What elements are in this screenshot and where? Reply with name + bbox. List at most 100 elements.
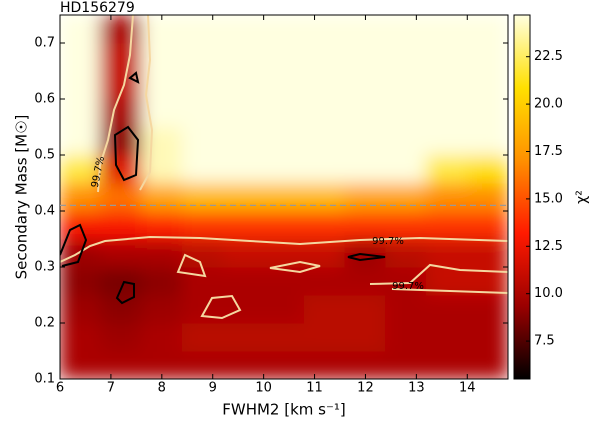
x-tick-label: 8 <box>158 381 166 396</box>
y-tick-label: 0.5 <box>34 148 55 163</box>
heat-cell <box>385 182 428 212</box>
heat-cell <box>385 350 428 379</box>
heat-cell <box>181 182 224 212</box>
heat-cell <box>181 70 224 100</box>
heat-cell <box>466 238 508 268</box>
heat-cell <box>344 70 387 100</box>
heat-cell <box>60 42 102 72</box>
heat-cell <box>100 322 142 352</box>
chart-title: HD156279 <box>60 0 135 16</box>
heat-cell <box>140 154 183 184</box>
heat-cell <box>100 266 142 296</box>
heat-cell <box>100 350 142 379</box>
heat-cell <box>303 15 346 44</box>
heat-cell <box>140 238 183 268</box>
heat-cell <box>466 154 508 184</box>
heat-cell <box>263 15 305 44</box>
heat-cell <box>60 266 102 296</box>
heat-cell <box>385 294 428 324</box>
heat-cell <box>140 42 183 72</box>
heat-cell <box>181 210 224 240</box>
heat-cell <box>303 266 346 296</box>
heat-cell <box>140 322 183 352</box>
heat-cell <box>303 42 346 72</box>
contour-label: 99.7% <box>392 281 424 292</box>
heat-cell <box>303 350 346 379</box>
heat-cell <box>466 70 508 100</box>
heat-cell <box>60 70 102 100</box>
colorbar-tick-label: 20.0 <box>534 97 563 112</box>
heat-cell <box>426 322 468 352</box>
heat-cell <box>344 126 387 156</box>
x-tick-label: 13 <box>408 381 425 396</box>
heat-cell <box>222 98 265 128</box>
heat-cell <box>222 42 265 72</box>
heat-cell <box>60 126 102 156</box>
heat-cell <box>426 154 468 184</box>
heat-cell <box>426 70 468 100</box>
heat-cell <box>222 15 265 44</box>
heat-cell <box>466 210 508 240</box>
x-tick-label: 11 <box>306 381 323 396</box>
heat-cell <box>60 294 102 324</box>
heat-cell <box>466 15 508 44</box>
heat-cell <box>426 238 468 268</box>
heat-cell <box>344 210 387 240</box>
y-tick-label: 0.4 <box>34 204 55 219</box>
x-axis-label: FWHM2 [km s⁻¹] <box>222 401 346 419</box>
plot-frame <box>59 14 509 380</box>
heat-cell <box>344 42 387 72</box>
heat-cell <box>263 126 305 156</box>
x-tick-label: 9 <box>209 381 217 396</box>
heat-cell <box>385 15 428 44</box>
heat-cell <box>344 154 387 184</box>
heat-cell <box>426 42 468 72</box>
x-tick-label: 10 <box>255 381 272 396</box>
heat-cell <box>303 154 346 184</box>
heat-cell <box>426 350 468 379</box>
heat-cell <box>60 350 102 379</box>
heat-cell <box>466 294 508 324</box>
colorbar-tick-label: 12.5 <box>534 239 563 254</box>
heat-cell <box>303 322 346 352</box>
heat-cell <box>181 42 224 72</box>
heat-cell <box>222 70 265 100</box>
contour <box>176 253 508 320</box>
contour <box>97 15 154 193</box>
heat-cell <box>60 98 102 128</box>
x-tick-label: 12 <box>357 381 374 396</box>
heat-cell <box>344 98 387 128</box>
heat-cell <box>263 182 305 212</box>
heat-cell <box>385 98 428 128</box>
heat-cell <box>426 294 468 324</box>
heat-cell <box>303 98 346 128</box>
heat-cell <box>263 210 305 240</box>
heat-cell <box>303 210 346 240</box>
heat-cell <box>466 182 508 212</box>
heat-cell <box>222 238 265 268</box>
heat-cell <box>100 15 142 44</box>
heat-cell <box>344 238 387 268</box>
heat-cell <box>181 98 224 128</box>
heat-cell <box>140 266 183 296</box>
x-tick-label: 7 <box>107 381 115 396</box>
heat-cell <box>385 42 428 72</box>
heat-cell <box>100 154 142 184</box>
colorbar-tick-label: 10.0 <box>534 286 563 301</box>
heat-cell <box>263 350 305 379</box>
contour-label: 99.7% <box>372 236 404 247</box>
heat-cell <box>100 42 142 72</box>
heat-cell <box>100 98 142 128</box>
heat-cell <box>181 15 224 44</box>
heat-cell <box>385 126 428 156</box>
heat-cell <box>263 322 305 352</box>
heat-cell <box>303 126 346 156</box>
heat-cell <box>100 210 142 240</box>
colorbar <box>513 14 531 380</box>
heat-cell <box>181 294 224 324</box>
heat-cell <box>263 98 305 128</box>
heat-cell <box>385 322 428 352</box>
heat-cell <box>222 126 265 156</box>
heat-cell <box>181 154 224 184</box>
